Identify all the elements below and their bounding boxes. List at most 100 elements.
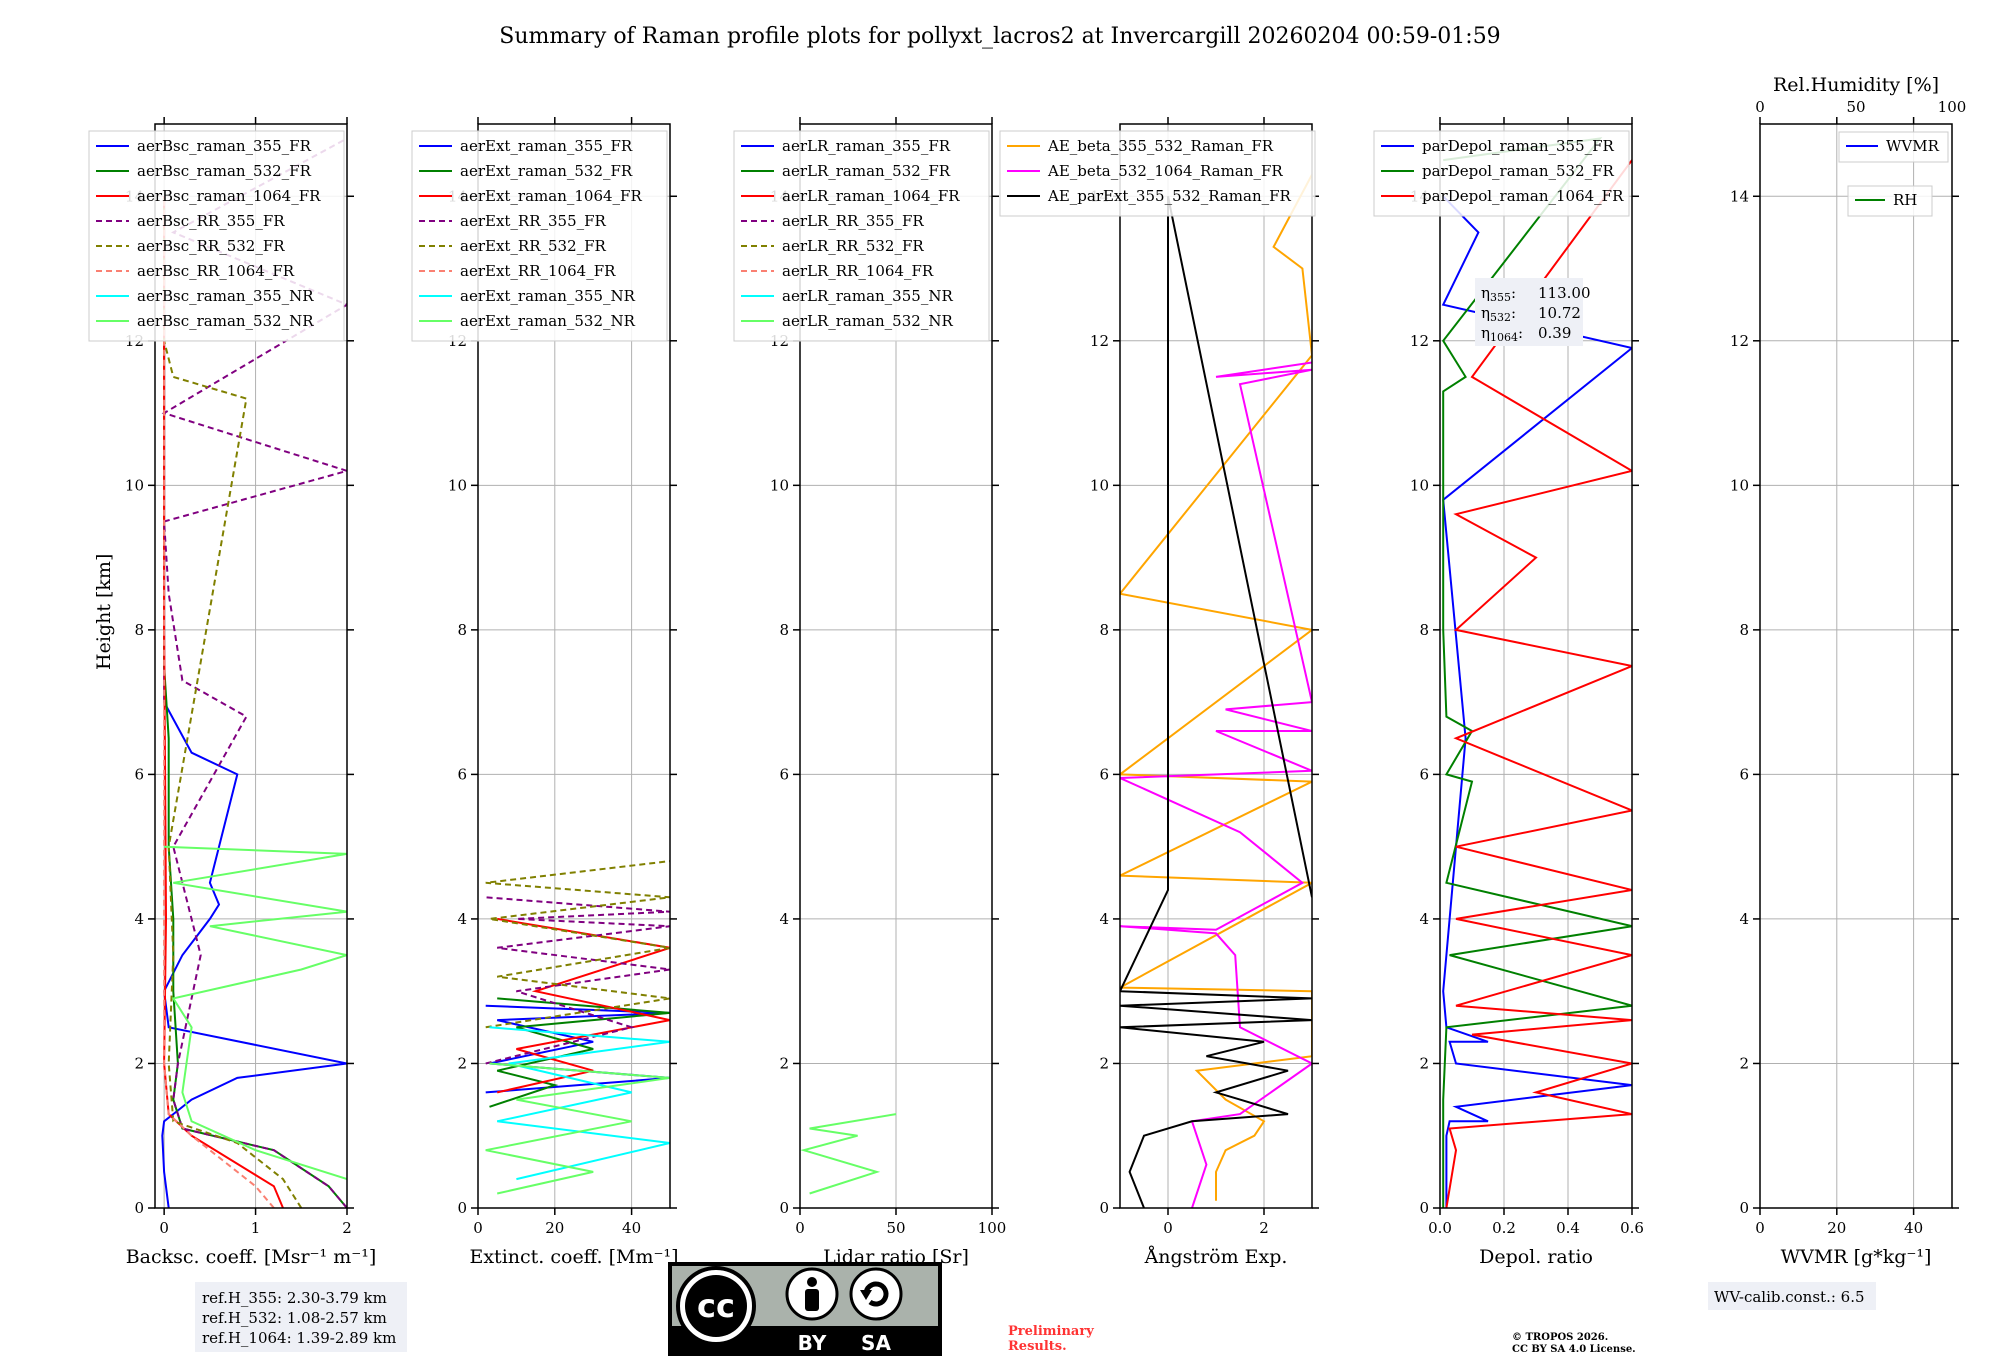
series-line-aerLR_raman_532_NR xyxy=(800,1113,897,1195)
preliminary-text-line2: Results. xyxy=(1008,1339,1067,1354)
legend: aerLR_raman_355_FR aerLR_raman_532_FR aerL… xyxy=(733,130,990,342)
cc-by-sa-logo: cc BY SA xyxy=(668,1262,942,1356)
y-tick-label: 8 xyxy=(457,621,467,639)
legend-label: parDepol_raman_355_FR xyxy=(1422,137,1615,155)
y-tick-label: 4 xyxy=(134,910,144,928)
legend-label: aerExt_raman_532_FR xyxy=(460,162,633,180)
share-alike-arrow-icon xyxy=(863,1281,889,1307)
axes-frame xyxy=(1759,123,1953,1209)
legend-label: aerLR_RR_355_FR xyxy=(782,212,924,230)
legend-label: aerLR_raman_355_FR xyxy=(782,137,951,155)
series-line-parDepol_raman_1064_FR xyxy=(1445,159,1632,1208)
y-tick-label: 8 xyxy=(1739,621,1749,639)
y-tick-label: 2 xyxy=(457,1054,467,1072)
legend-label: WVMR xyxy=(1886,137,1940,155)
y-tick-label: 6 xyxy=(1419,765,1429,783)
legend-label: aerLR_RR_532_FR xyxy=(782,237,924,255)
y-tick-label: 4 xyxy=(457,910,467,928)
ref-height-355: ref.H_355: 2.30-3.79 km xyxy=(202,1289,387,1307)
legend-label: aerExt_RR_532_FR xyxy=(460,237,607,255)
legend-box xyxy=(88,130,345,342)
series-line-aerExt_raman_355_FR xyxy=(485,1004,670,1094)
x-tick-label: 50 xyxy=(886,1219,905,1237)
legend-label: aerLR_raman_532_NR xyxy=(782,312,953,330)
series-line-aerExt_RR_355_FR xyxy=(485,896,670,1065)
series-line-aerBsc_raman_532_NR xyxy=(164,845,347,1181)
y-tick-label: 2 xyxy=(779,1054,789,1072)
legend-label: aerBsc_raman_355_FR xyxy=(137,137,312,155)
eta-1064-value: 0.39 xyxy=(1538,324,1571,342)
x-tick-label: 20 xyxy=(545,1219,564,1237)
x-tick-label: 0.4 xyxy=(1556,1219,1580,1237)
legend-label: aerBsc_raman_355_NR xyxy=(137,287,314,305)
legend: aerExt_raman_355_FR aerExt_raman_532_FRae… xyxy=(411,130,668,342)
x-tick-label: 0 xyxy=(1755,1219,1765,1237)
cc-mark-text: cc xyxy=(697,1287,735,1325)
x-tick-label: 0 xyxy=(1163,1219,1173,1237)
series-group xyxy=(1120,174,1312,1208)
eta-355-value: 113.00 xyxy=(1538,284,1591,302)
x-tick-label: 0.0 xyxy=(1428,1219,1452,1237)
axes-frame xyxy=(1119,123,1313,1209)
series-line-aerExt_raman_532_FR xyxy=(489,997,670,1108)
legend-box xyxy=(733,130,990,342)
y-tick-label: 4 xyxy=(779,910,789,928)
y-tick-label: 10 xyxy=(1410,476,1429,494)
y-tick-label: 0 xyxy=(457,1199,467,1217)
y-tick-label: 2 xyxy=(1099,1054,1109,1072)
legend-wvmr: WVMR xyxy=(1838,131,1949,163)
legend-label: aerExt_raman_532_NR xyxy=(460,312,636,330)
legend-label: aerExt_RR_355_FR xyxy=(460,212,607,230)
series-group xyxy=(485,860,670,1195)
legend-label: aerBsc_RR_532_FR xyxy=(137,237,285,255)
y-tick-label: 8 xyxy=(1419,621,1429,639)
ref-heights-box: ref.H_355: 2.30-3.79 km ref.H_532: 1.08-… xyxy=(195,1282,407,1352)
legend-label: aerBsc_RR_355_FR xyxy=(137,212,285,230)
legend-label: aerBsc_RR_1064_FR xyxy=(137,262,295,280)
y-tick-label: 0 xyxy=(1739,1199,1749,1217)
series-line-AE_parExt_355_532_Raman_FR xyxy=(1120,196,1312,1208)
series-line-aerExt_RR_532_FR xyxy=(485,860,670,1029)
x-tick-label: 40 xyxy=(1904,1219,1923,1237)
legend-box xyxy=(1373,130,1630,217)
cc-circle-inner-icon xyxy=(685,1275,747,1337)
y-tick-label: 8 xyxy=(134,621,144,639)
y-tick-label: 0 xyxy=(1419,1199,1429,1217)
panel-1: 02468101214012Backsc. coeff. [Msr⁻¹ m⁻¹]… xyxy=(88,117,377,1268)
legend-box xyxy=(999,130,1316,217)
top-x-tick-label: 50 xyxy=(1846,98,1865,116)
series-group xyxy=(800,1113,897,1195)
y-tick-label: 10 xyxy=(125,476,144,494)
legend-label: aerExt_raman_1064_FR xyxy=(460,187,642,205)
y-tick-label: 6 xyxy=(134,765,144,783)
share-alike-icon xyxy=(849,1267,903,1321)
y-tick-label: 10 xyxy=(770,476,789,494)
legend-label: parDepol_raman_532_FR xyxy=(1422,162,1615,180)
legend-label: aerLR_RR_1064_FR xyxy=(782,262,934,280)
y-tick-label: 10 xyxy=(1730,476,1749,494)
series-line-aerExt_raman_355_NR xyxy=(489,1026,670,1181)
legend-label: AE_beta_355_532_Raman_FR xyxy=(1047,137,1274,155)
legend-label: aerExt_raman_355_FR xyxy=(460,137,633,155)
y-tick-label: 4 xyxy=(1419,910,1429,928)
copyright-line1: © TROPOS 2026. xyxy=(1512,1332,1608,1343)
panel-2: 0246810121402040Extinct. coeff. [Mm⁻¹]ae… xyxy=(411,117,679,1268)
x-tick-label: 20 xyxy=(1827,1219,1846,1237)
person-head-icon xyxy=(807,1277,817,1287)
y-tick-label: 10 xyxy=(448,476,467,494)
series-line-aerExt_raman_532_NR xyxy=(485,1062,670,1195)
copyright-line2: CC BY SA 4.0 License. xyxy=(1512,1344,1636,1355)
y-tick-label: 0 xyxy=(779,1199,789,1217)
y-tick-label: 6 xyxy=(1099,765,1109,783)
x-axis-label: Backsc. coeff. [Msr⁻¹ m⁻¹] xyxy=(126,1246,377,1268)
legend-label: aerLR_raman_1064_FR xyxy=(782,187,960,205)
top-x-tick-label: 0 xyxy=(1755,98,1765,116)
series-line-aerBsc_raman_1064_FR xyxy=(163,196,284,1208)
x-axis-label: Ångström Exp. xyxy=(1144,1246,1288,1268)
wv-calib-box: WV-calib.const.: 6.5 xyxy=(1708,1282,1876,1310)
y-tick-label: 0 xyxy=(134,1199,144,1217)
y-tick-label: 12 xyxy=(1090,332,1109,350)
y-tick-label: 12 xyxy=(1730,332,1749,350)
y-tick-label: 4 xyxy=(1739,910,1749,928)
